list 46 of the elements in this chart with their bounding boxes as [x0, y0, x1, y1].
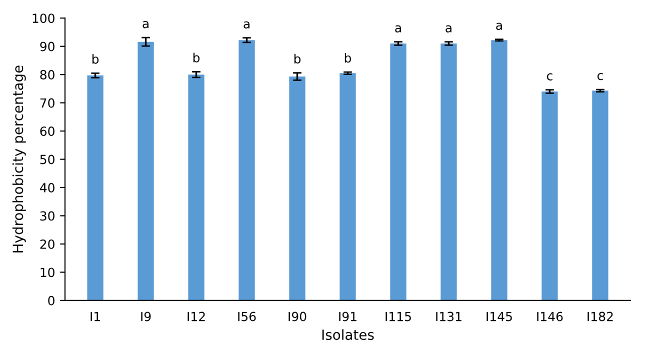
annotation: a	[395, 25, 401, 32]
y-tick-label: 70	[40, 98, 54, 108]
annotation: b	[294, 54, 301, 64]
annotation: b	[92, 54, 99, 64]
y-tick-label: 80	[40, 70, 54, 80]
x-tick-label: I91	[339, 312, 356, 322]
y-tick-label: 0	[48, 296, 54, 306]
y-tick-label: 90	[40, 42, 54, 52]
y-tick-label: 20	[40, 239, 54, 249]
annotation: a	[142, 21, 148, 28]
bar	[340, 73, 356, 300]
bar	[390, 44, 406, 300]
x-tick-label: I1	[90, 312, 100, 322]
annotation: c	[546, 73, 552, 80]
annotation: c	[597, 72, 603, 80]
annotation: b	[193, 52, 200, 62]
annotation: a	[244, 21, 250, 28]
annotation: a	[496, 22, 502, 30]
y-tick-label: 50	[40, 154, 54, 164]
bar	[592, 90, 608, 300]
x-tick-label: I182	[588, 312, 613, 322]
x-tick-label: I115	[386, 312, 411, 322]
x-tick-label: I90	[288, 312, 306, 322]
y-tick-label: 60	[40, 126, 54, 136]
x-tick-label: I56	[238, 312, 256, 322]
annotation: b	[344, 52, 352, 63]
y-tick-label: 10	[40, 268, 54, 278]
y-axis-title: Hydrophobicity percentage	[12, 66, 26, 252]
bar	[289, 76, 306, 300]
x-tick-label: I146	[537, 312, 563, 322]
y-tick-label: 100	[32, 14, 54, 24]
bar	[138, 42, 154, 300]
x-tick-label: I12	[188, 312, 205, 322]
x-tick-label: I145	[486, 312, 512, 322]
annotation: a	[446, 25, 452, 32]
y-tick-label: 40	[40, 182, 54, 192]
x-tick-label: I131	[436, 312, 462, 322]
bar	[491, 40, 508, 300]
x-tick-label: I9	[141, 312, 151, 322]
x-axis-title: Isolates	[322, 329, 374, 340]
bar	[238, 40, 255, 300]
bar	[188, 74, 204, 300]
bar	[542, 92, 558, 300]
y-tick-label: 30	[40, 211, 54, 221]
bar	[440, 44, 457, 300]
bar	[87, 75, 104, 300]
